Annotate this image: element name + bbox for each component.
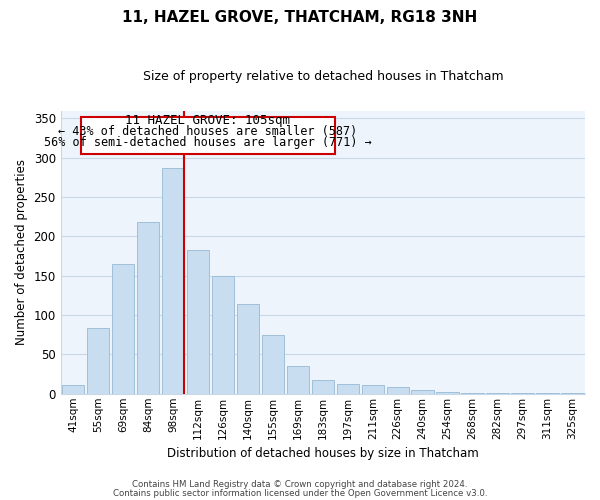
Bar <box>487 393 509 394</box>
Bar <box>236 304 259 394</box>
Bar <box>412 390 434 394</box>
Text: 56% of semi-detached houses are larger (771) →: 56% of semi-detached houses are larger (… <box>44 136 372 149</box>
Bar <box>212 276 234 394</box>
Bar <box>87 328 109 394</box>
FancyBboxPatch shape <box>80 117 335 154</box>
Bar <box>436 392 459 394</box>
Bar <box>137 222 159 394</box>
Text: 11 HAZEL GROVE: 105sqm: 11 HAZEL GROVE: 105sqm <box>125 114 290 128</box>
Bar <box>287 366 309 394</box>
Text: ← 43% of detached houses are smaller (587): ← 43% of detached houses are smaller (58… <box>58 124 358 138</box>
Bar <box>162 168 184 394</box>
Text: Contains HM Land Registry data © Crown copyright and database right 2024.: Contains HM Land Registry data © Crown c… <box>132 480 468 489</box>
Title: Size of property relative to detached houses in Thatcham: Size of property relative to detached ho… <box>143 70 503 83</box>
Bar <box>311 380 334 394</box>
Y-axis label: Number of detached properties: Number of detached properties <box>15 159 28 345</box>
Bar <box>511 393 534 394</box>
Bar <box>337 384 359 394</box>
Bar <box>386 386 409 394</box>
X-axis label: Distribution of detached houses by size in Thatcham: Distribution of detached houses by size … <box>167 447 479 460</box>
Bar <box>461 393 484 394</box>
Bar <box>262 335 284 394</box>
Bar <box>62 385 85 394</box>
Bar <box>362 385 384 394</box>
Bar <box>112 264 134 394</box>
Bar <box>536 393 559 394</box>
Bar <box>561 393 584 394</box>
Bar <box>187 250 209 394</box>
Text: 11, HAZEL GROVE, THATCHAM, RG18 3NH: 11, HAZEL GROVE, THATCHAM, RG18 3NH <box>122 10 478 25</box>
Text: Contains public sector information licensed under the Open Government Licence v3: Contains public sector information licen… <box>113 488 487 498</box>
